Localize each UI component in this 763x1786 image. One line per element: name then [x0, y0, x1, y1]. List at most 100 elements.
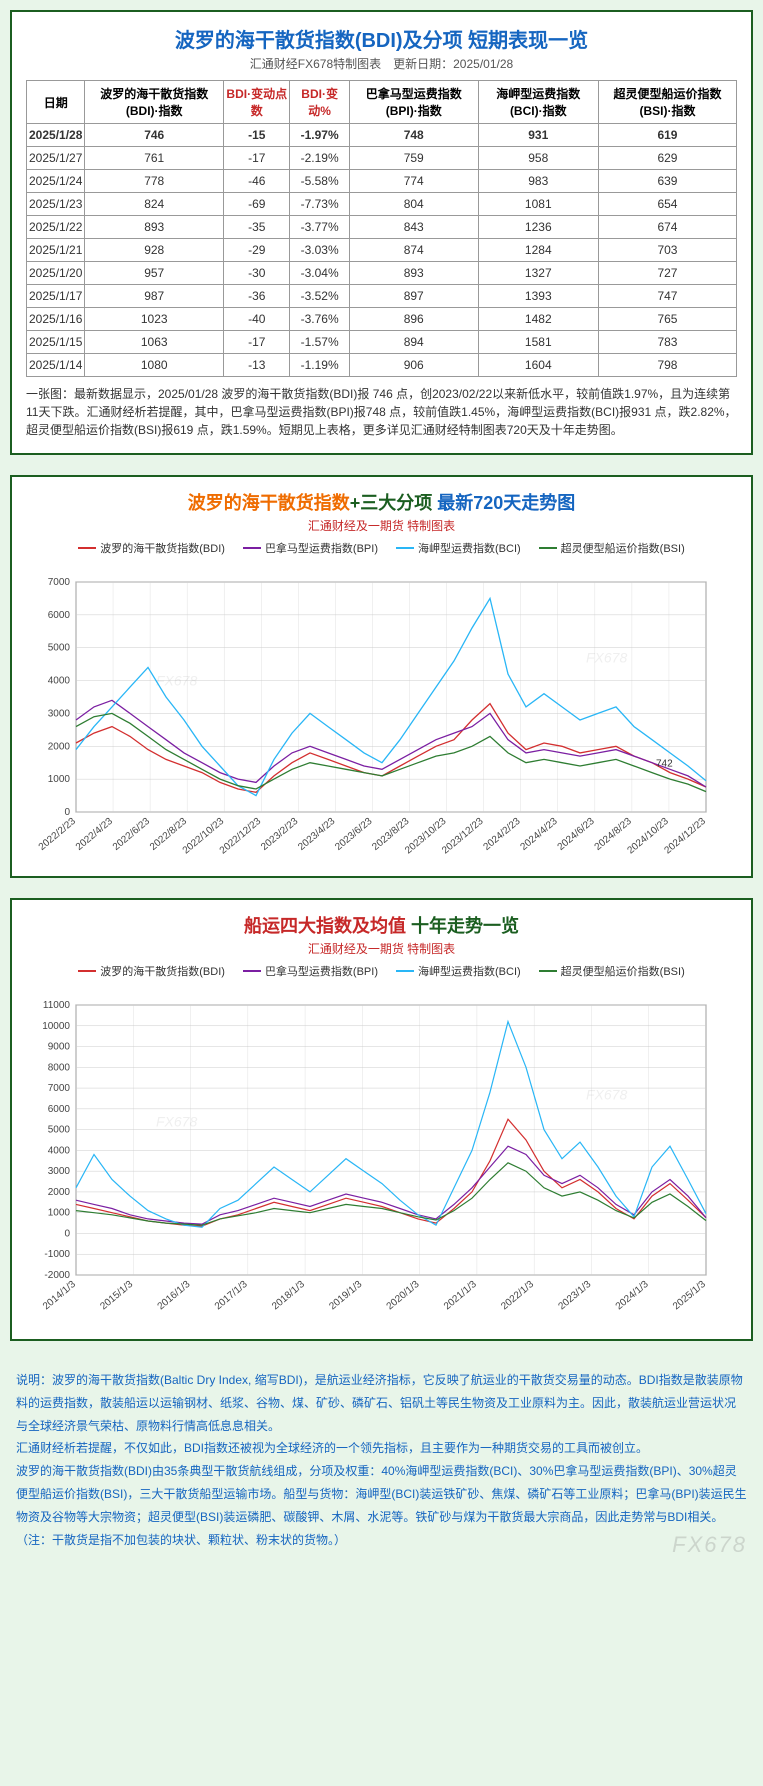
- svg-text:0: 0: [64, 1228, 70, 1239]
- svg-text:2023/6/23: 2023/6/23: [333, 816, 374, 853]
- svg-text:2014/1/3: 2014/1/3: [41, 1279, 78, 1313]
- table-cell: 1581: [478, 331, 598, 354]
- svg-text:1000: 1000: [48, 1208, 71, 1219]
- table-cell: 897: [349, 285, 478, 308]
- table-row: 2025/1/27761-17-2.19%759958629: [27, 147, 737, 170]
- legend-label: 巴拿马型运费指数(BPI): [265, 963, 378, 979]
- table-cell: 1080: [85, 354, 224, 377]
- table-cell: -35: [224, 216, 290, 239]
- table-cell: 783: [598, 331, 736, 354]
- svg-text:2017/1/3: 2017/1/3: [213, 1279, 250, 1313]
- svg-text:10000: 10000: [42, 1021, 70, 1032]
- table-cell: 2025/1/14: [27, 354, 85, 377]
- chart720-subtitle: 汇通财经及一期货 特制图表: [26, 517, 737, 534]
- legend-swatch: [78, 547, 96, 549]
- table-row: 2025/1/141080-13-1.19%9061604798: [27, 354, 737, 377]
- table-cell: 2025/1/28: [27, 124, 85, 147]
- table-cell: 906: [349, 354, 478, 377]
- svg-text:7000: 7000: [48, 1083, 71, 1094]
- svg-text:7000: 7000: [48, 577, 71, 588]
- table-cell: 2025/1/27: [27, 147, 85, 170]
- table-cell: -3.04%: [290, 262, 349, 285]
- table-cell: 1482: [478, 308, 598, 331]
- legend-swatch: [539, 970, 557, 972]
- title-part: 船运四大指数及均值: [244, 916, 411, 936]
- legend-item: 超灵便型船运价指数(BSI): [539, 540, 685, 556]
- table-cell: 874: [349, 239, 478, 262]
- table-cell: -13: [224, 354, 290, 377]
- svg-text:2015/1/3: 2015/1/3: [98, 1279, 135, 1313]
- svg-text:2000: 2000: [48, 1187, 71, 1198]
- table-cell: 2025/1/23: [27, 193, 85, 216]
- svg-text:2022/1/3: 2022/1/3: [499, 1279, 536, 1313]
- svg-text:4000: 4000: [48, 1145, 71, 1156]
- table-subtitle: 汇通财经FX678特制图表 更新日期：2025/01/28: [26, 55, 737, 72]
- table-cell: 1236: [478, 216, 598, 239]
- table-cell: 748: [349, 124, 478, 147]
- legend-item: 波罗的海干散货指数(BDI): [78, 540, 225, 556]
- table-cell: 1081: [478, 193, 598, 216]
- col-header: BDI·变动点数: [224, 81, 290, 124]
- table-cell: 798: [598, 354, 736, 377]
- svg-text:2023/1/3: 2023/1/3: [556, 1279, 593, 1313]
- table-cell: 893: [85, 216, 224, 239]
- chart720-legend: 波罗的海干散货指数(BDI)巴拿马型运费指数(BPI)海岬型运费指数(BCI)超…: [26, 540, 737, 556]
- svg-text:2023/4/23: 2023/4/23: [296, 816, 337, 853]
- table-cell: -1.97%: [290, 124, 349, 147]
- legend-swatch: [539, 547, 557, 549]
- col-header: 海岬型运费指数(BCI)·指数: [478, 81, 598, 124]
- table-cell: -30: [224, 262, 290, 285]
- table-cell: 761: [85, 147, 224, 170]
- table-cell: -15: [224, 124, 290, 147]
- table-cell: 893: [349, 262, 478, 285]
- legend-item: 超灵便型船运价指数(BSI): [539, 963, 685, 979]
- table-cell: 2025/1/22: [27, 216, 85, 239]
- table-row: 2025/1/24778-46-5.58%774983639: [27, 170, 737, 193]
- table-cell: 958: [478, 147, 598, 170]
- table-cell: 654: [598, 193, 736, 216]
- table-cell: 619: [598, 124, 736, 147]
- table-cell: -3.03%: [290, 239, 349, 262]
- chart10y-wrap: -2000-1000010002000300040005000600070008…: [26, 985, 737, 1325]
- table-cell: 746: [85, 124, 224, 147]
- table-cell: 931: [478, 124, 598, 147]
- legend-label: 波罗的海干散货指数(BDI): [100, 540, 225, 556]
- table-cell: -29: [224, 239, 290, 262]
- table-row: 2025/1/151063-17-1.57%8941581783: [27, 331, 737, 354]
- svg-text:2024/2/23: 2024/2/23: [481, 816, 522, 853]
- table-cell: 703: [598, 239, 736, 262]
- svg-text:FX678: FX678: [586, 1087, 627, 1103]
- table-cell: 674: [598, 216, 736, 239]
- legend-label: 海岬型运费指数(BCI): [418, 963, 521, 979]
- svg-text:2024/1/3: 2024/1/3: [614, 1279, 651, 1313]
- svg-text:2024/4/23: 2024/4/23: [519, 816, 560, 853]
- chart720-svg: 010002000300040005000600070002022/2/2320…: [26, 562, 726, 862]
- col-header: 超灵便型船运价指数(BSI)·指数: [598, 81, 736, 124]
- table-cell: 1284: [478, 239, 598, 262]
- svg-text:9000: 9000: [48, 1042, 71, 1053]
- table-cell: 983: [478, 170, 598, 193]
- table-note: 一张图：最新数据显示，2025/01/28 波罗的海干散货指数(BDI)报 74…: [26, 385, 737, 439]
- chart10y-title: 船运四大指数及均值 十年走势一览: [26, 912, 737, 938]
- table-cell: 894: [349, 331, 478, 354]
- svg-text:742: 742: [656, 759, 673, 770]
- table-row: 2025/1/161023-40-3.76%8961482765: [27, 308, 737, 331]
- table-cell: 629: [598, 147, 736, 170]
- table-cell: 2025/1/24: [27, 170, 85, 193]
- legend-label: 海岬型运费指数(BCI): [418, 540, 521, 556]
- svg-text:2018/1/3: 2018/1/3: [270, 1279, 307, 1313]
- table-cell: -17: [224, 331, 290, 354]
- svg-text:2019/1/3: 2019/1/3: [327, 1279, 364, 1313]
- table-cell: 1393: [478, 285, 598, 308]
- title-part: +三大分项: [350, 493, 438, 513]
- table-cell: -3.76%: [290, 308, 349, 331]
- legend-swatch: [396, 970, 414, 972]
- table-cell: -2.19%: [290, 147, 349, 170]
- svg-text:-1000: -1000: [44, 1249, 70, 1260]
- legend-label: 超灵便型船运价指数(BSI): [561, 963, 685, 979]
- svg-text:11000: 11000: [43, 1000, 71, 1011]
- table-row: 2025/1/28746-15-1.97%748931619: [27, 124, 737, 147]
- table-cell: 987: [85, 285, 224, 308]
- svg-text:2000: 2000: [48, 741, 71, 752]
- table-row: 2025/1/20957-30-3.04%8931327727: [27, 262, 737, 285]
